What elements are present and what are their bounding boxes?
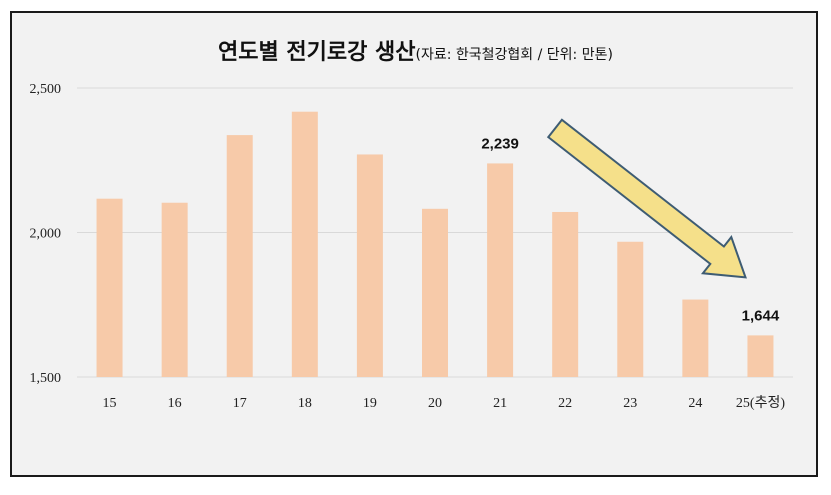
bar: [747, 335, 774, 377]
x-tick-label: 18: [298, 396, 312, 411]
chart-title-block: 연도별 전기로강 생산(자료: 한국철강협회 / 단위: 만톤): [0, 34, 831, 66]
bar: [161, 202, 188, 377]
x-tick-label: 19: [363, 396, 377, 411]
data-label: 2,239: [481, 135, 519, 152]
x-tick-label: 21: [493, 396, 507, 411]
x-axis: 15 16 17 18 19 20 21 22 23 24 25(추정): [103, 395, 786, 411]
y-tick-label: 2,000: [30, 227, 62, 242]
bar: [487, 163, 514, 377]
x-tick-label: 25(추정): [736, 395, 785, 411]
bar: [617, 241, 644, 377]
x-tick-label: 23: [623, 396, 637, 411]
chart-subtitle: (자료: 한국철강협회 / 단위: 만톤): [415, 47, 613, 63]
trend-arrow-shape: [546, 118, 747, 279]
data-label: 1,644: [742, 307, 780, 324]
bar: [422, 208, 448, 377]
bar: [291, 111, 318, 377]
x-tick-label: 16: [168, 396, 182, 411]
x-tick-label: 22: [558, 396, 572, 411]
bar: [682, 299, 709, 377]
bar: [96, 198, 123, 377]
bar: [356, 154, 383, 377]
chart-title: 연도별 전기로강 생산: [218, 40, 416, 65]
x-tick-label: 24: [688, 396, 702, 411]
x-tick-label: 20: [428, 396, 442, 411]
x-tick-label: 15: [103, 396, 117, 411]
x-tick-label: 17: [233, 396, 247, 411]
bar: [226, 135, 253, 377]
bar: [552, 211, 579, 377]
data-labels: 2,239 1,644: [481, 135, 780, 324]
y-tick-label: 2,500: [30, 82, 62, 97]
y-axis: 1,500 2,000 2,500: [30, 82, 62, 386]
y-tick-label: 1,500: [30, 371, 62, 386]
trend-arrow: [546, 118, 747, 279]
bars: [96, 111, 774, 377]
